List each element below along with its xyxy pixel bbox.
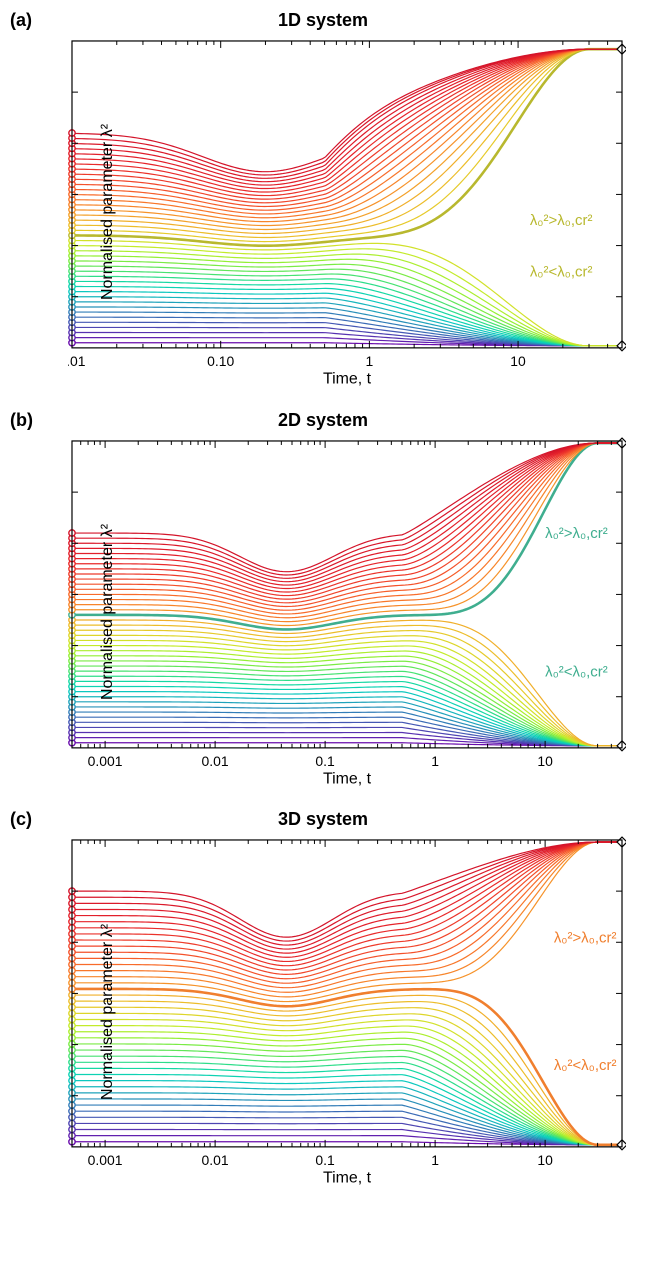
xtick-label: 1 [431,753,439,769]
chart-a: λ₀²>λ₀,cr²λ₀²<λ₀,cr²0.51.01.52.02.53.00.… [68,35,626,390]
xtick-label: 0.01 [202,1152,229,1168]
panel-c: (c)3D system Normalised parameter λ² λ₀²>λ… [10,809,636,1189]
label-upper: λ₀²>λ₀,cr² [545,525,608,542]
chart-wrap: Normalised parameter λ²λ₀²>λ₀,cr²λ₀²<λ₀,… [68,435,626,790]
line-29 [72,842,622,988]
xtick-label: 0.01 [68,353,86,369]
ylabel: Normalised parameter λ² [99,924,117,1100]
line-30 [72,49,622,210]
xtick-label: 10 [537,1152,553,1168]
xlabel: Time, t [323,371,372,388]
ylabel: Normalised parameter λ² [99,524,117,700]
xtick-label: 1 [365,353,373,369]
xtick-label: 0.1 [315,1152,335,1168]
xtick-label: 10 [537,753,553,769]
panel-a: (a)1D system Normalised parameter λ² λ₀²>λ… [10,10,636,390]
xtick-label: 0.01 [202,753,229,769]
panel-title: 1D system [10,10,636,31]
xtick-label: 0.001 [88,1152,123,1168]
chart-wrap: Normalised parameter λ²λ₀²>λ₀,cr²λ₀²<λ₀,… [68,834,626,1189]
panel-title: 2D system [10,410,636,431]
line-28 [72,443,622,618]
line-11 [72,1075,622,1145]
xlabel: Time, t [323,770,372,787]
line-18 [72,650,622,745]
panel-b: (b)2D system Normalised parameter λ² λ₀²>λ… [10,410,636,790]
line-39 [72,842,622,945]
panel-letter: (a) [10,10,32,31]
xtick-label: 1 [431,1152,439,1168]
xtick-label: 0.10 [207,353,234,369]
label-upper: λ₀²>λ₀,cr² [530,212,593,229]
line-27 [72,842,622,997]
label-upper: λ₀²>λ₀,cr² [554,930,617,947]
line-31 [72,443,622,606]
label-lower: λ₀²<λ₀,cr² [545,663,608,680]
xtick-label: 0.1 [315,753,335,769]
line-36 [72,49,622,188]
line-32 [72,842,622,974]
figure: (a)1D system Normalised parameter λ² λ₀²>λ… [0,0,646,1229]
chart-wrap: Normalised parameter λ² λ₀²>λ₀,cr² λ₀²<λ₀,… [68,35,626,390]
chart-b: λ₀²>λ₀,cr²λ₀²<λ₀,cr²0.51.01.52.02.53.00.… [68,435,626,790]
chart-c: λ₀²>λ₀,cr²λ₀²<λ₀,cr²0.51.01.52.02.53.00.… [68,834,626,1189]
xtick-label: 0.001 [88,753,123,769]
xtick-label: 10 [510,353,526,369]
panel-letter: (c) [10,809,32,830]
line-34 [72,49,622,195]
label-lower: λ₀²<λ₀,cr² [530,263,593,280]
label-lower: λ₀²<λ₀,cr² [554,1058,617,1075]
panel-title: 3D system [10,809,636,830]
xlabel: Time, t [323,1170,372,1187]
ylabel: Normalised parameter λ² [99,124,117,300]
panel-letter: (b) [10,410,33,431]
